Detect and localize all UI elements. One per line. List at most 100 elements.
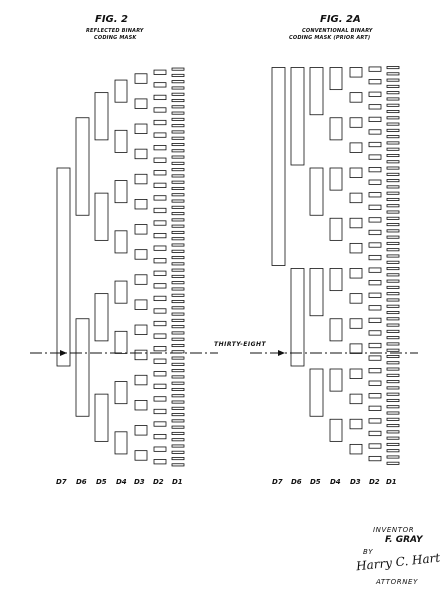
fig2a-subtitle-line2: CODING MASK (PRIOR ART) bbox=[289, 35, 371, 41]
fig2a-d-7-window bbox=[386, 311, 400, 315]
fig2-d-6-window bbox=[153, 258, 167, 264]
fig2a-d-7-window bbox=[386, 267, 400, 271]
fig2-d-6-window bbox=[153, 220, 167, 226]
fig2a-d-6-window bbox=[368, 141, 382, 148]
fig2a-d-5-window bbox=[349, 67, 363, 78]
fig2a-d-7-window bbox=[386, 260, 400, 264]
fig2-d-3-window bbox=[94, 393, 109, 442]
fig2a-d-6-window bbox=[368, 393, 382, 399]
fig2a-d-6-window bbox=[368, 104, 382, 110]
fig2a-d-5-window bbox=[349, 418, 363, 430]
fig2-d-7-window bbox=[171, 149, 185, 153]
fig2a-d-7-window bbox=[386, 110, 400, 114]
fig2-d-3-window bbox=[94, 192, 109, 241]
fig2-d-6-window bbox=[153, 82, 167, 88]
fig2-d-2-window bbox=[75, 318, 90, 417]
fig2a-d-7-window bbox=[386, 128, 400, 132]
fig2-d-6-window bbox=[153, 94, 167, 101]
fig2-d-5-window bbox=[134, 98, 148, 109]
fig2-d-4-window bbox=[114, 79, 128, 103]
fig2a-d-6-window bbox=[368, 405, 382, 411]
fig2a-d-6-window bbox=[368, 242, 382, 248]
scan-line-label: THIRTY-EIGHT bbox=[214, 341, 267, 348]
fig2a-d-7-window bbox=[386, 436, 400, 440]
fig2-d-6-window bbox=[153, 396, 167, 402]
fig2-d-7-window bbox=[171, 306, 185, 310]
fig2-d-7-window bbox=[171, 143, 185, 147]
fig2-d-6-window bbox=[153, 170, 167, 176]
fig2-d-7-window bbox=[171, 105, 185, 109]
fig2-d-5-window bbox=[134, 224, 148, 235]
fig2a-d-7-window bbox=[386, 229, 400, 233]
fig2-d-6-window bbox=[153, 371, 167, 377]
fig2-d-6-window bbox=[153, 333, 167, 339]
fig2a-d-6-window bbox=[368, 280, 382, 286]
fig2a-d-6-window bbox=[368, 317, 382, 323]
fig2-d-5-window bbox=[134, 173, 148, 185]
fig2-col-d1: D1 bbox=[172, 478, 183, 486]
fig2-d-6-window bbox=[153, 308, 167, 314]
fig2-d-7-window bbox=[171, 463, 185, 467]
fig2-d-7-window bbox=[171, 344, 185, 348]
fig2a-d-5-window bbox=[349, 167, 363, 178]
fig2-d-7-window bbox=[171, 281, 185, 285]
fig2a-d-7-window bbox=[386, 367, 400, 371]
fig2-d-6-window bbox=[153, 270, 167, 276]
fig2-d-6-window bbox=[153, 232, 167, 239]
fig2-col-d2: D2 bbox=[153, 478, 164, 486]
fig2a-d-7-window bbox=[386, 380, 400, 384]
fig2-d-6-window bbox=[153, 346, 167, 352]
fig2-d-7-window bbox=[171, 130, 185, 134]
fig2-d-7-window bbox=[171, 212, 185, 216]
fig2a-d-6-window bbox=[368, 116, 382, 122]
fig2a-col-d3: D3 bbox=[350, 478, 361, 486]
fig2a-d-7-window bbox=[386, 103, 400, 107]
fig2a-d-6-window bbox=[368, 167, 382, 173]
fig2-d-4-window bbox=[114, 180, 128, 204]
fig2-d-7-window bbox=[171, 337, 185, 341]
fig2a-d-7-window bbox=[386, 160, 400, 164]
fig2-d-6-window bbox=[153, 421, 167, 427]
fig2a-d-7-window bbox=[386, 166, 400, 170]
fig2-d-6-window bbox=[153, 408, 167, 415]
fig2a-d-7-window bbox=[386, 273, 400, 277]
fig2a-d-7-window bbox=[386, 116, 400, 120]
fig2-d-7-window bbox=[171, 117, 185, 121]
fig2-d-5-window bbox=[134, 450, 148, 461]
fig2-d-7-window bbox=[171, 193, 185, 197]
fig2a-d-7-window bbox=[386, 210, 400, 214]
fig2-d-7-window bbox=[171, 375, 185, 379]
fig2a-d-4-window bbox=[329, 268, 343, 292]
fig2a-d-6-window bbox=[368, 330, 382, 336]
fig2a-d-6-window bbox=[368, 91, 382, 97]
fig2a-d-2-window bbox=[290, 67, 305, 166]
fig2-d-4-window bbox=[114, 431, 128, 455]
fig2-d-7-window bbox=[171, 381, 185, 385]
fig2a-d-3-window bbox=[309, 368, 324, 417]
fig2a-d-7-window bbox=[386, 292, 400, 296]
fig2a-d-5-window bbox=[349, 92, 363, 103]
fig2a-d-6-window bbox=[368, 443, 382, 449]
fig2-d-6-window bbox=[153, 459, 167, 465]
fig2a-d-6-window bbox=[368, 204, 382, 210]
fig2-d-7-window bbox=[171, 256, 185, 260]
fig2-d-5-window bbox=[134, 274, 148, 285]
fig2-d-6-window bbox=[153, 207, 167, 214]
fig2-d-6-window bbox=[153, 283, 167, 289]
fig2-d-5-window bbox=[134, 123, 148, 134]
fig2a-d-7-window bbox=[386, 179, 400, 183]
fig2-col-d6: D6 bbox=[76, 478, 87, 486]
fig2a-d-6-window bbox=[368, 368, 382, 374]
fig2-d-7-window bbox=[171, 161, 185, 165]
fig2-d-5-window bbox=[134, 249, 148, 260]
fig2-d-6-window bbox=[153, 132, 167, 138]
fig2a-d-7-window bbox=[386, 398, 400, 402]
fig2-d-7-window bbox=[171, 230, 185, 234]
fig2-d-7-window bbox=[171, 86, 185, 90]
fig2-d-7-window bbox=[171, 243, 185, 247]
fig2a-d-7-window bbox=[386, 323, 400, 327]
fig2-d-5-window bbox=[134, 199, 148, 210]
fig2-d-6-window bbox=[153, 119, 167, 126]
fig2-d-7-window bbox=[171, 262, 185, 266]
fig2a-d-6-window bbox=[368, 154, 382, 160]
